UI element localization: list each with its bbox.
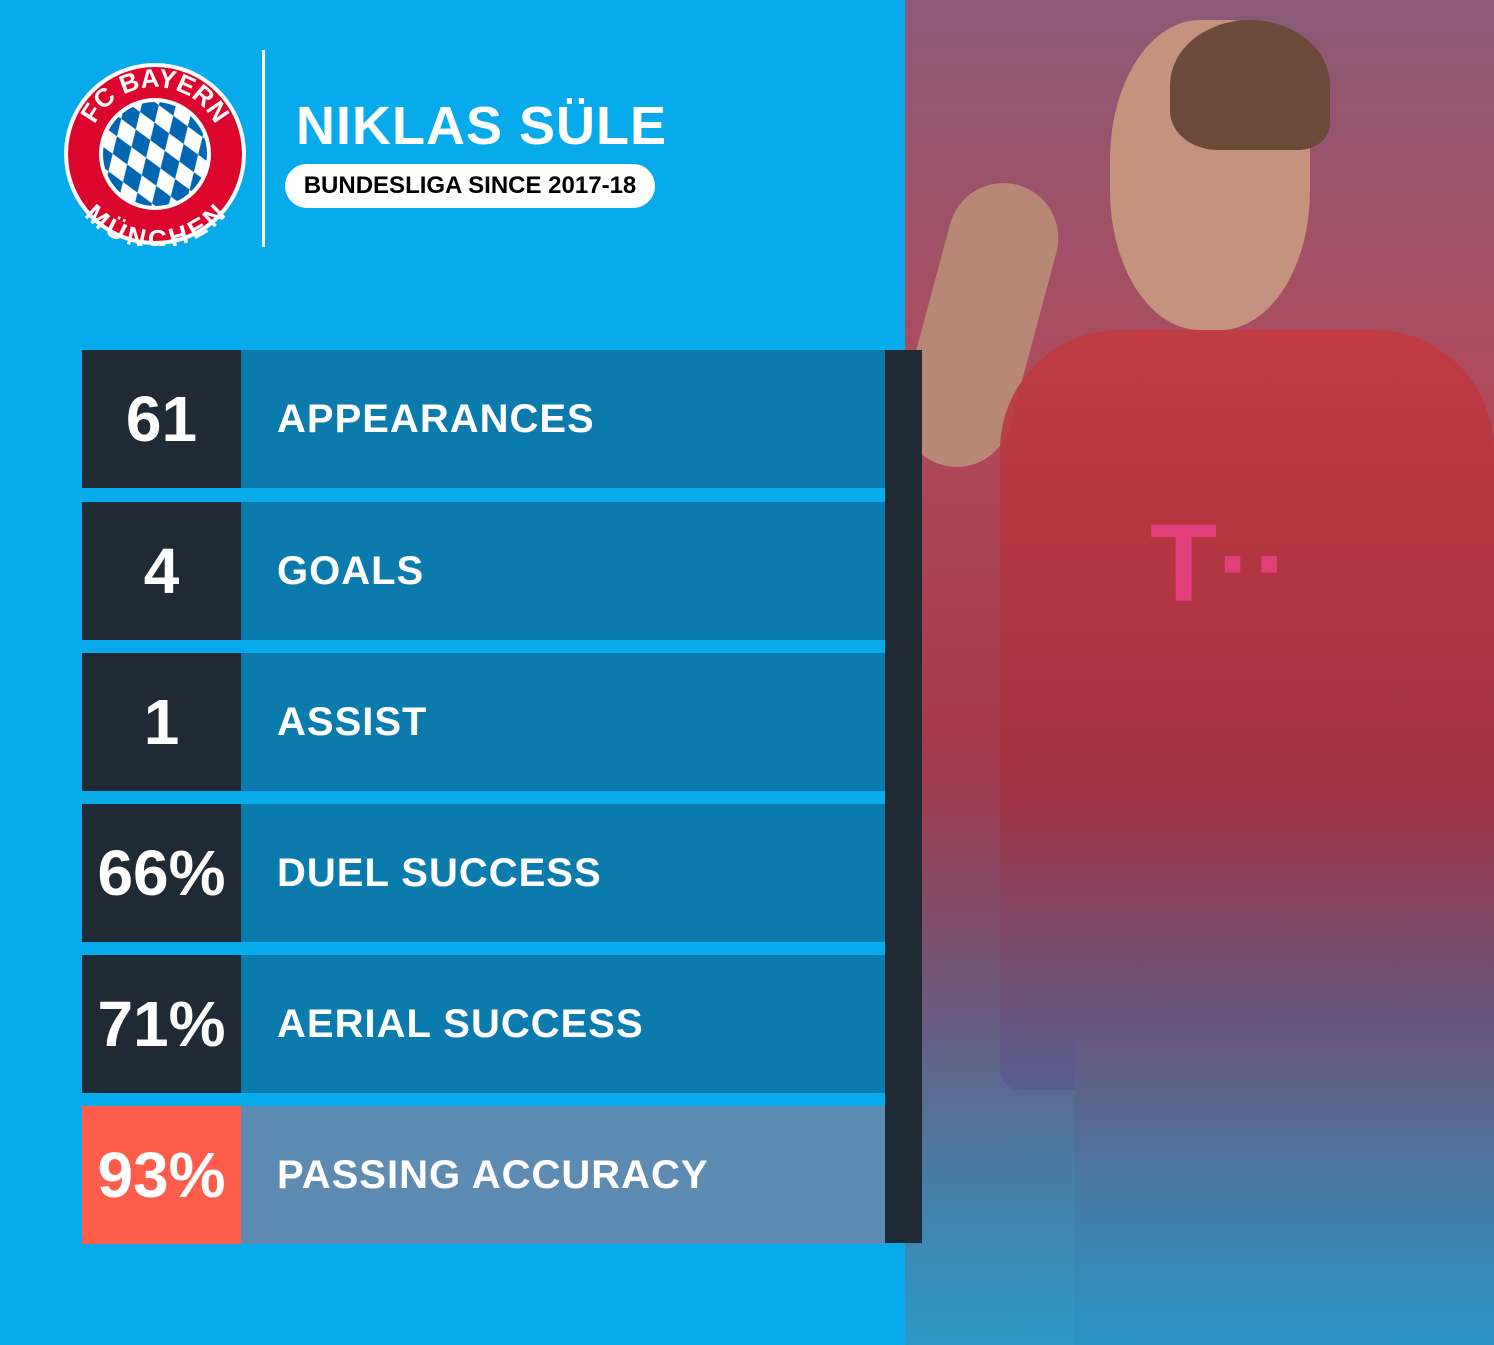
- sponsor-logo: T··: [1150, 500, 1290, 627]
- stat-value: 93%: [82, 1106, 241, 1244]
- header-divider: [262, 50, 265, 247]
- stat-label: APPEARANCES: [241, 350, 885, 488]
- stat-value: 1: [82, 653, 241, 791]
- stat-value: 61: [82, 350, 241, 488]
- player-photo: T··: [889, 0, 1494, 1345]
- stat-value: 4: [82, 502, 241, 640]
- side-bar: [885, 350, 922, 1243]
- club-logo: FC BAYERN MÜNCHEN: [64, 62, 246, 246]
- stat-row-goals: 4 GOALS: [82, 502, 885, 640]
- stat-row-passing-accuracy: 93% PASSING ACCURACY: [82, 1106, 885, 1244]
- stat-row-assist: 1 ASSIST: [82, 653, 885, 791]
- photo-shirt: [1000, 330, 1494, 1090]
- subtitle-badge: BUNDESLIGA SINCE 2017-18: [285, 164, 655, 208]
- stat-row-appearances: 61 APPEARANCES: [82, 350, 885, 488]
- player-name: NIKLAS SÜLE: [296, 96, 668, 156]
- stat-value: 71%: [82, 955, 241, 1093]
- stat-value: 66%: [82, 804, 241, 942]
- stat-label: PASSING ACCURACY: [241, 1106, 885, 1244]
- stat-row-duel-success: 66% DUEL SUCCESS: [82, 804, 885, 942]
- photo-hair: [1170, 20, 1330, 150]
- stat-row-aerial-success: 71% AERIAL SUCCESS: [82, 955, 885, 1093]
- stat-label: AERIAL SUCCESS: [241, 955, 885, 1093]
- stat-label: ASSIST: [241, 653, 885, 791]
- photo-shorts: [1075, 1040, 1494, 1345]
- stat-label: GOALS: [241, 502, 885, 640]
- stat-label: DUEL SUCCESS: [241, 804, 885, 942]
- photo-overlay: [905, 0, 1494, 1345]
